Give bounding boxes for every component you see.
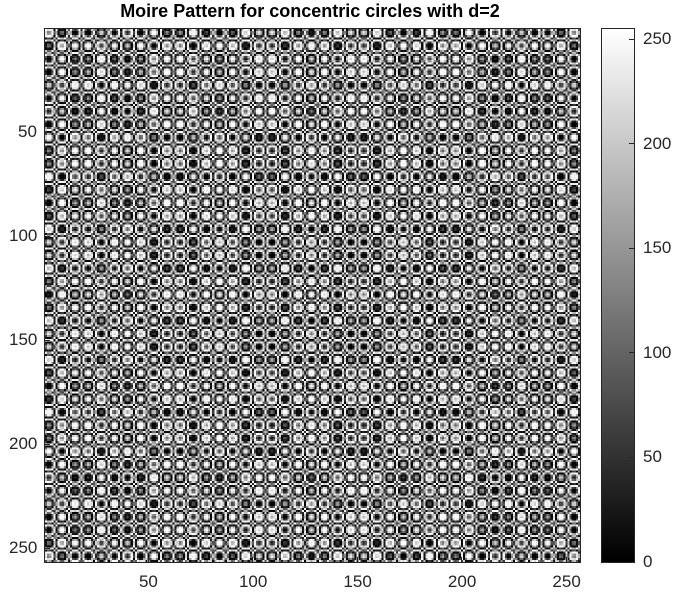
x-tick-label: 150 — [343, 572, 372, 591]
y-tick-label: 150 — [9, 330, 38, 350]
y-tick-mark — [45, 547, 50, 549]
colorbar-tick-mark — [629, 143, 634, 145]
y-tick-mark — [45, 443, 50, 445]
x-tick-label: 50 — [138, 572, 158, 591]
colorbar-tick-label: 50 — [643, 447, 662, 467]
moire-image — [45, 29, 580, 562]
x-tick-mark — [147, 557, 149, 562]
y-tick-label: 100 — [9, 226, 38, 246]
y-tick-label: 50 — [18, 122, 37, 142]
y-tick-mark — [45, 131, 50, 133]
colorbar-tick-label: 250 — [643, 29, 672, 49]
colorbar-tick-mark — [629, 247, 634, 249]
colorbar-tick-mark — [629, 456, 634, 458]
colorbar-tick-label: 150 — [643, 238, 672, 258]
x-tick-mark — [252, 557, 254, 562]
x-tick-mark — [461, 557, 463, 562]
x-tick-label: 200 — [447, 572, 477, 591]
y-tick-mark — [45, 235, 50, 237]
x-tick-label: 250 — [552, 572, 581, 591]
colorbar-tick-mark — [629, 561, 634, 563]
chart-title: Moire Pattern for concentric circles wit… — [120, 1, 500, 21]
colorbar-tick-mark — [629, 352, 634, 354]
colorbar-tick-label: 100 — [643, 342, 672, 362]
y-tick-label: 200 — [9, 434, 38, 454]
y-tick-label: 250 — [9, 538, 38, 558]
colorbar-tick-mark — [629, 38, 634, 40]
y-tick-mark — [45, 339, 50, 341]
x-tick-mark — [565, 557, 567, 562]
colorbar — [602, 29, 634, 562]
colorbar-tick-label: 200 — [643, 133, 672, 153]
x-tick-label: 100 — [238, 572, 268, 591]
x-tick-mark — [356, 557, 358, 562]
colorbar-tick-label: 0 — [643, 552, 653, 571]
